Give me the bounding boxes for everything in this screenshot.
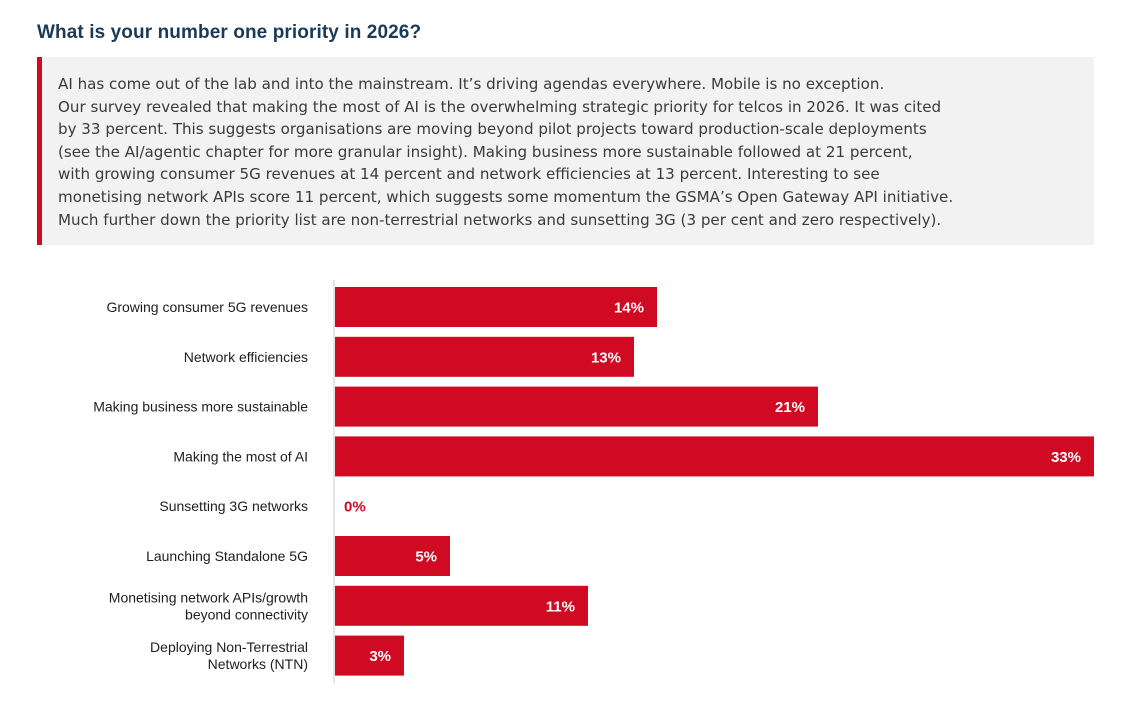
bars-layer [335,287,1094,676]
value-label: 33% [1051,449,1081,466]
bar-3 [335,436,1094,477]
bar-1 [335,336,634,377]
category-label-line: Making business more sustainable [93,399,308,415]
intro-paragraph: AI has come out of the lab and into the … [58,75,954,229]
category-label-line: Monetising network APIs/growth [109,589,308,605]
bar-0 [335,287,657,327]
value-labels-layer: 14% 13% 21% 33% 0% 5% 11% 3% [344,300,1081,666]
category-label-line: Growing consumer 5G revenues [106,299,308,315]
category-label: Making the most of AI [173,448,308,464]
category-label-line: Making the most of AI [173,448,308,464]
category-label-line: Networks (NTN) [208,656,308,672]
category-label: Launching Standalone 5G [146,548,308,564]
category-label: Deploying Non-Terrestrial Networks (NTN) [150,639,308,672]
value-label: 14% [614,300,644,317]
bar-7 [335,635,404,676]
category-label: Sunsetting 3G networks [159,498,308,514]
category-label: Making business more sustainable [93,399,308,415]
value-label: 21% [775,399,805,416]
intro-callout: AI has come out of the lab and into the … [37,57,1094,245]
value-label: 11% [546,598,575,615]
category-label-line: beyond connectivity [185,606,308,622]
category-label-line: Launching Standalone 5G [146,548,308,564]
bar-5 [335,536,450,576]
category-label: Growing consumer 5G revenues [106,299,308,315]
bar-2 [335,386,818,427]
category-label-line: Deploying Non-Terrestrial [150,639,308,655]
value-label: 5% [415,549,437,566]
value-label: 3% [369,648,391,665]
category-label-line: Sunsetting 3G networks [159,498,308,514]
category-label: Monetising network APIs/growth beyond con… [109,589,308,622]
bar-chart: Growing consumer 5G revenues Network effi… [93,280,1094,684]
category-labels-layer: Growing consumer 5G revenues Network effi… [93,299,308,672]
page-title: What is your number one priority in 2026… [37,22,422,43]
category-label: Network efficiencies [184,349,308,365]
value-label: 13% [591,349,621,366]
value-label: 0% [344,499,366,516]
category-label-line: Network efficiencies [184,349,308,365]
bar-6 [335,585,588,626]
